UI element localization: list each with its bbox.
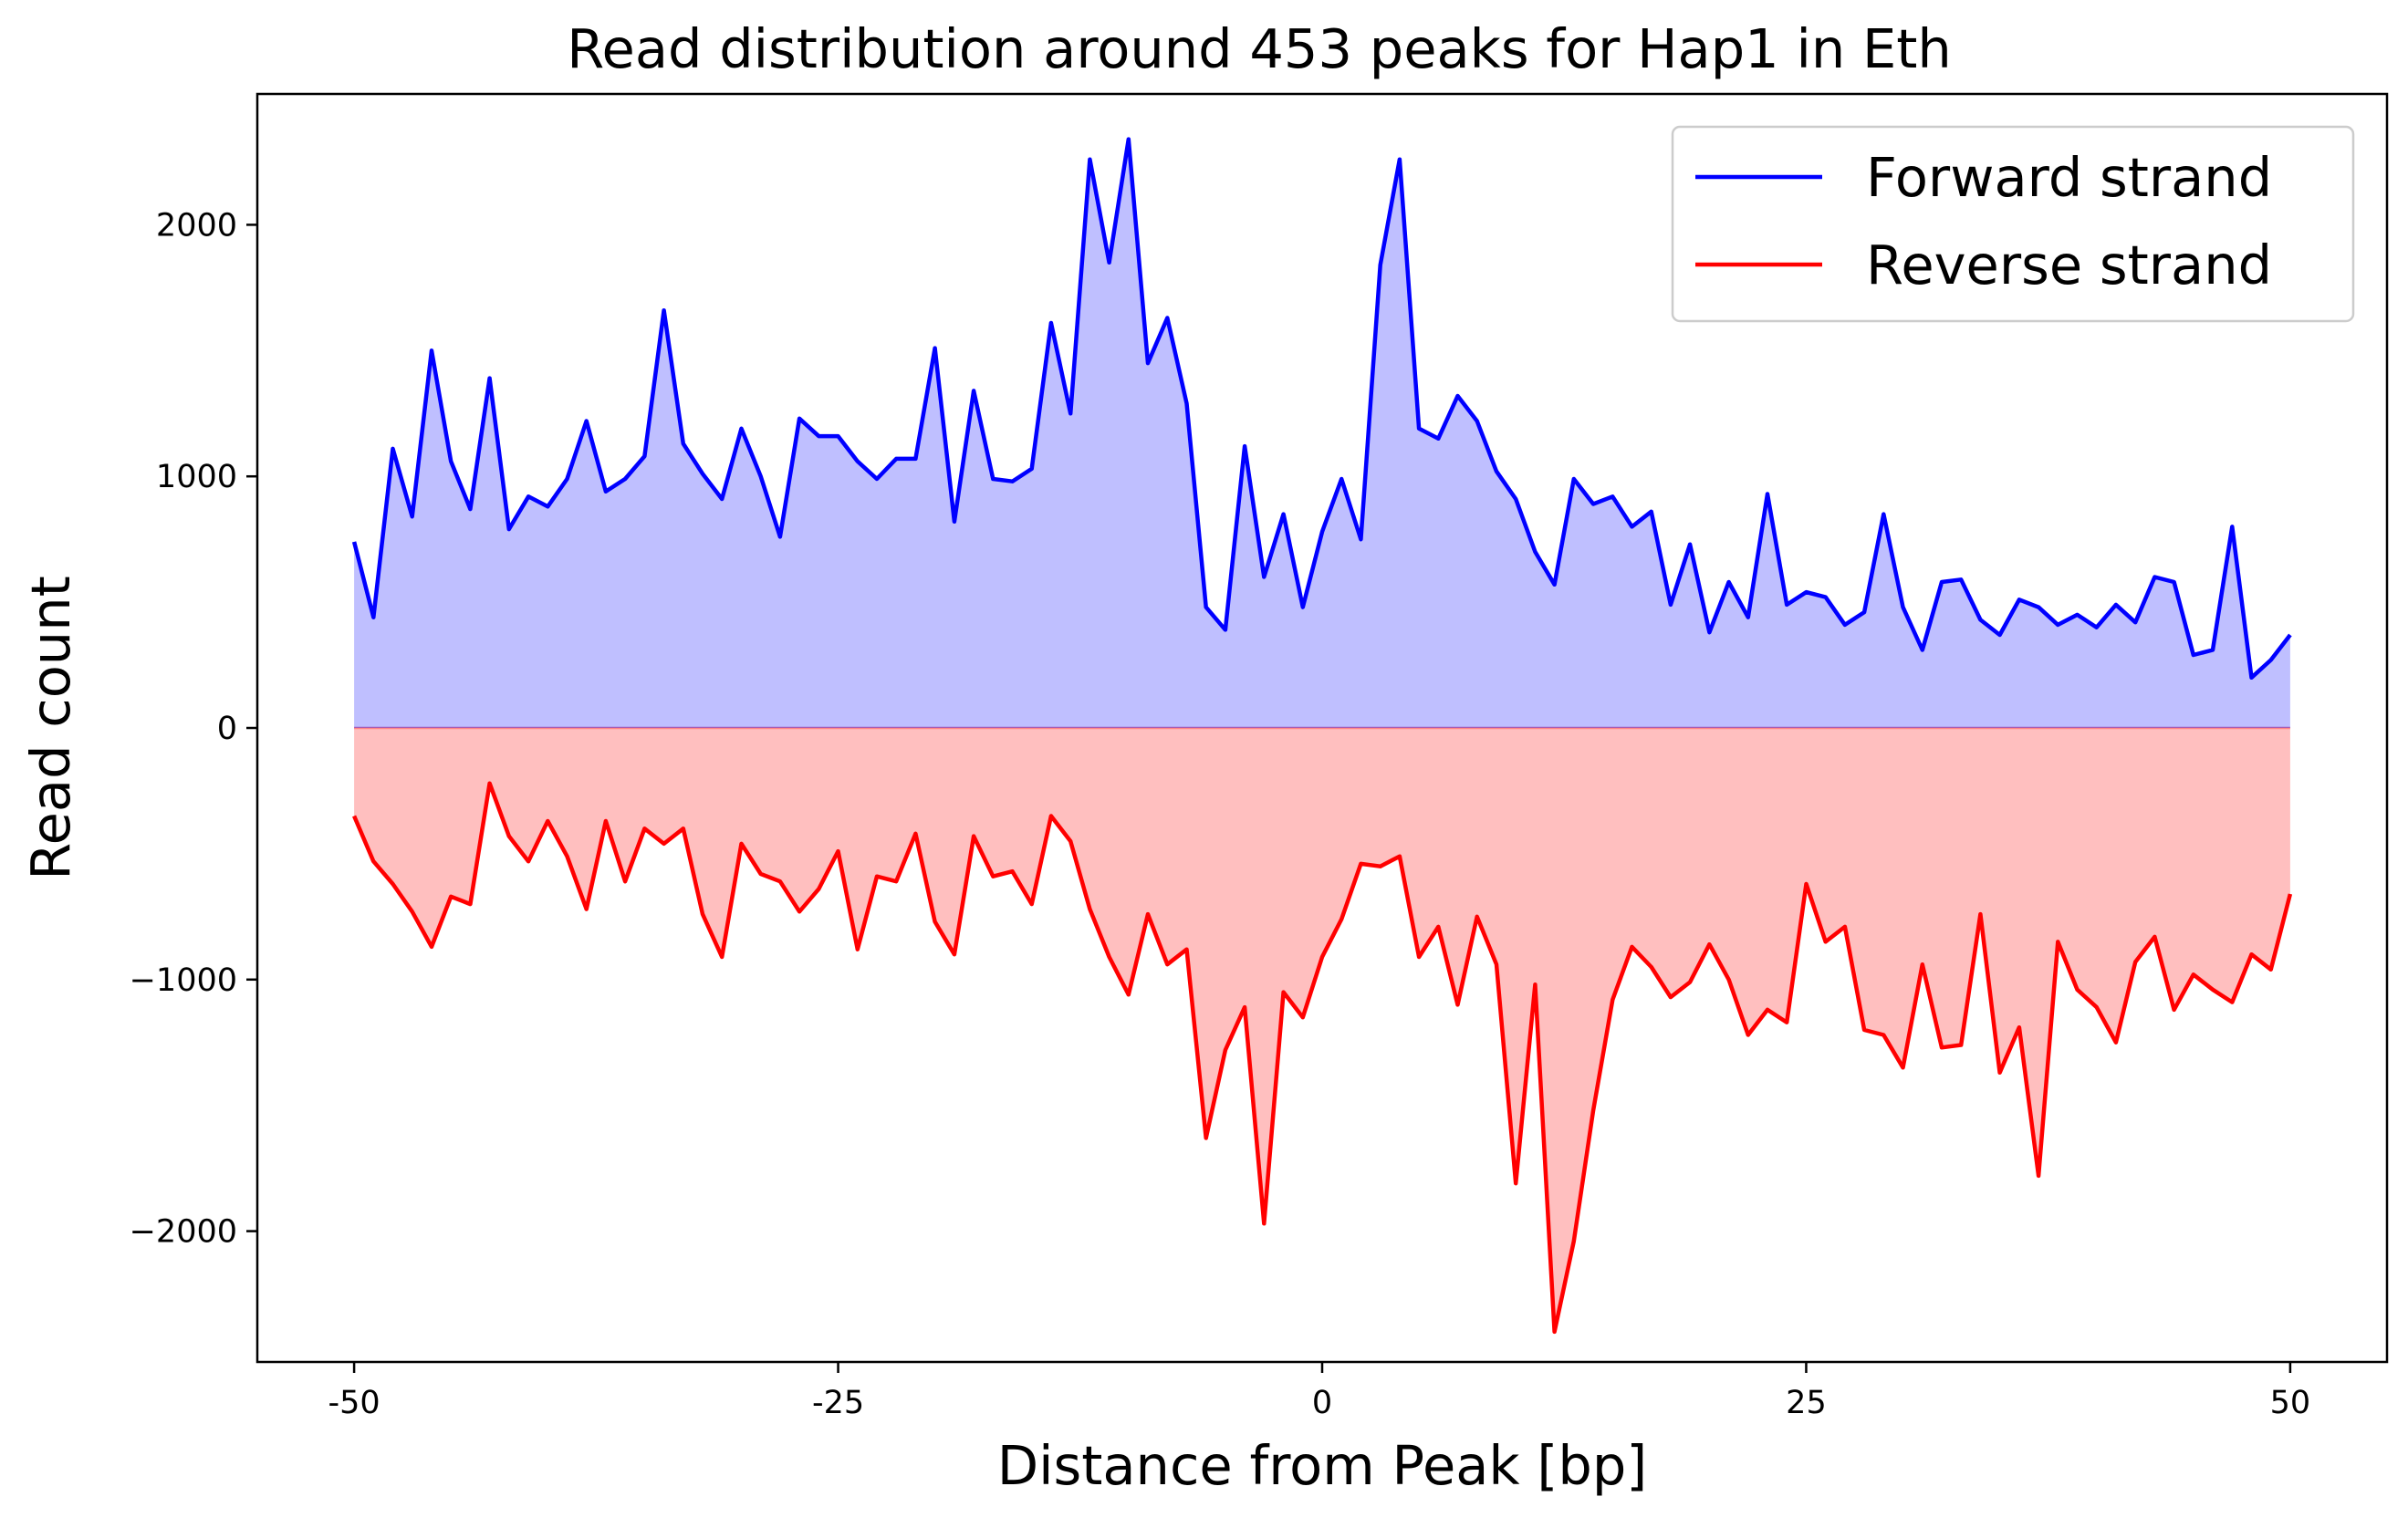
y-tick-label: 1000 [156, 459, 237, 495]
x-tick-label: 25 [1786, 1385, 1827, 1421]
x-axis-ticks: -50 -25 0 25 50 [328, 1362, 2311, 1421]
y-tick-label: 2000 [156, 207, 237, 244]
y-tick-label: −2000 [130, 1214, 237, 1251]
areas-layer [354, 139, 2290, 1332]
legend-label-forward: Forward strand [1866, 146, 2272, 209]
forward-strand-line [351, 137, 2292, 681]
reverse-strand-line [352, 781, 2293, 1335]
reverse-strand-area [354, 728, 2290, 1332]
y-axis-ticks: −2000 −1000 0 1000 2000 [130, 207, 257, 1251]
legend-box [1671, 125, 2355, 323]
x-tick-label: 0 [1312, 1385, 1332, 1421]
legend: Forward strand Reverse strand [1671, 125, 2355, 323]
chart-title: Read distribution around 453 peaks for H… [567, 17, 1952, 80]
legend-label-reverse: Reverse strand [1866, 234, 2272, 296]
x-axis-label: Distance from Peak [bp] [997, 1434, 1648, 1497]
lines-layer [351, 137, 2293, 1335]
y-tick-label: 0 [217, 711, 237, 747]
y-axis-label: Read count [19, 576, 82, 879]
x-tick-label: -25 [812, 1385, 864, 1421]
x-tick-label: 50 [2270, 1385, 2311, 1421]
y-tick-label: −1000 [130, 962, 237, 999]
forward-strand-area [354, 139, 2290, 729]
x-tick-label: -50 [328, 1385, 380, 1421]
